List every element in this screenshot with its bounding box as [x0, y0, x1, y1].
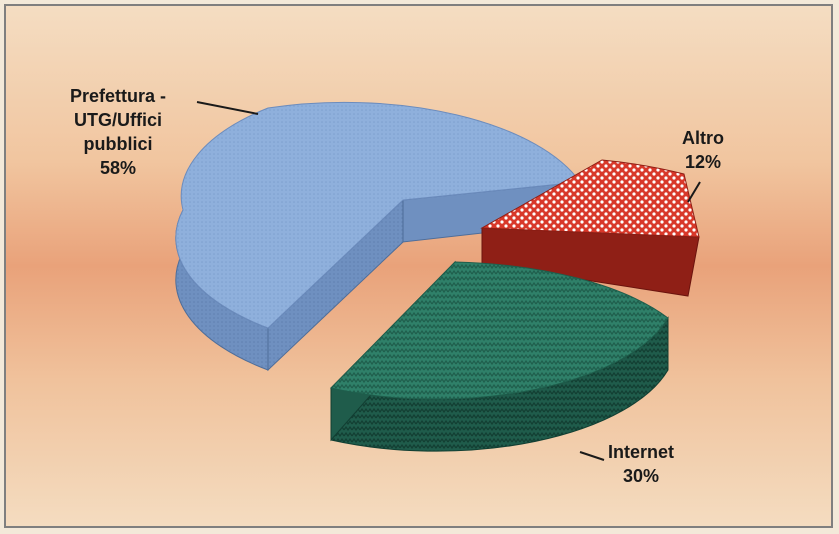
label-prefettura-percent: 58% — [100, 158, 137, 178]
slice-altro — [480, 159, 700, 297]
label-internet-line1: Internet — [608, 442, 675, 462]
leader-altro — [687, 181, 701, 203]
leader-internet — [579, 451, 605, 461]
label-altro-line1: Altro — [682, 128, 724, 148]
label-prefettura-line1: Prefettura - — [70, 86, 167, 106]
slice-internet — [330, 260, 669, 452]
label-altro: Altro 12% — [682, 126, 724, 174]
slice-prefettura-top — [175, 101, 581, 329]
label-prefettura: Prefettura - UTG/Uffici pubblici 58% — [70, 84, 166, 180]
label-internet: Internet 30% — [608, 440, 674, 488]
slice-altro-top — [480, 159, 700, 238]
label-prefettura-line3: pubblici — [83, 134, 153, 154]
label-internet-percent: 30% — [622, 466, 660, 486]
label-altro-percent: 12% — [684, 152, 722, 172]
slice-internet-top — [330, 261, 669, 400]
label-prefettura-line2: UTG/Uffici — [74, 110, 163, 130]
leader-prefettura — [196, 101, 259, 115]
